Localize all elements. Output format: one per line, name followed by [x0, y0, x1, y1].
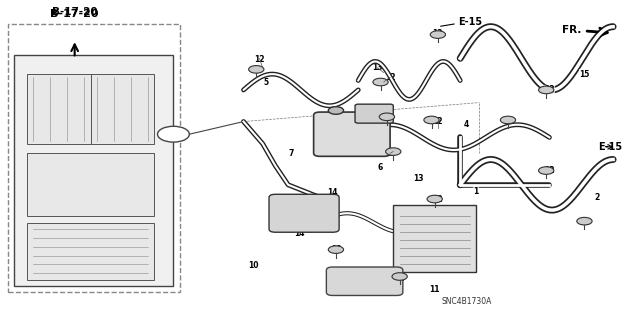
FancyBboxPatch shape	[355, 104, 394, 123]
Bar	[91, 74, 154, 144]
Text: 15: 15	[579, 70, 589, 78]
FancyBboxPatch shape	[269, 194, 339, 232]
Circle shape	[539, 167, 554, 174]
Text: 12: 12	[433, 28, 443, 38]
Text: 12: 12	[544, 85, 555, 94]
Text: 12: 12	[385, 73, 396, 82]
Text: B-17-20: B-17-20	[51, 9, 99, 19]
Text: 14: 14	[328, 188, 338, 197]
Text: 5: 5	[263, 78, 268, 86]
Bar	[27, 74, 91, 144]
Circle shape	[500, 116, 516, 124]
Text: 6: 6	[378, 163, 383, 172]
Text: 12: 12	[385, 149, 396, 158]
Circle shape	[539, 86, 554, 94]
Text: 13: 13	[372, 63, 383, 72]
Circle shape	[386, 148, 401, 155]
Text: 12: 12	[433, 195, 443, 204]
Text: 2: 2	[595, 193, 600, 202]
Text: 12: 12	[394, 274, 405, 283]
Circle shape	[392, 273, 407, 280]
Circle shape	[430, 31, 445, 38]
Text: 12: 12	[544, 166, 555, 175]
Circle shape	[577, 217, 592, 225]
Text: 4: 4	[464, 120, 469, 129]
Text: E-15: E-15	[598, 142, 623, 152]
Text: 14: 14	[294, 229, 305, 238]
FancyBboxPatch shape	[314, 112, 390, 156]
Text: 3: 3	[349, 275, 355, 284]
Bar	[27, 223, 154, 280]
Text: 12: 12	[503, 117, 513, 126]
Text: 13: 13	[413, 174, 424, 183]
Text: 1: 1	[474, 187, 479, 196]
Text: 12: 12	[433, 117, 443, 126]
Circle shape	[248, 66, 264, 73]
Circle shape	[328, 246, 344, 253]
Text: 12: 12	[254, 56, 265, 64]
Text: FR.: FR.	[562, 25, 607, 36]
Circle shape	[328, 107, 344, 114]
Text: 12: 12	[331, 245, 341, 254]
Text: SNC4B1730A: SNC4B1730A	[442, 297, 492, 306]
Text: 11: 11	[429, 285, 440, 294]
Text: E-15: E-15	[458, 17, 482, 27]
FancyBboxPatch shape	[394, 205, 476, 272]
Text: 12: 12	[579, 218, 589, 227]
Circle shape	[157, 126, 189, 142]
FancyBboxPatch shape	[8, 24, 180, 292]
Text: 9: 9	[321, 204, 326, 213]
Bar	[27, 153, 154, 216]
Text: 8: 8	[333, 115, 339, 124]
Text: 10: 10	[248, 261, 259, 270]
Bar	[14, 55, 173, 286]
Text: 7: 7	[289, 149, 294, 158]
Circle shape	[380, 113, 394, 121]
Circle shape	[373, 78, 388, 86]
Text: B-17-20: B-17-20	[52, 7, 97, 18]
FancyBboxPatch shape	[326, 267, 403, 295]
Circle shape	[424, 116, 439, 124]
Text: 12: 12	[381, 114, 392, 123]
Circle shape	[427, 195, 442, 203]
